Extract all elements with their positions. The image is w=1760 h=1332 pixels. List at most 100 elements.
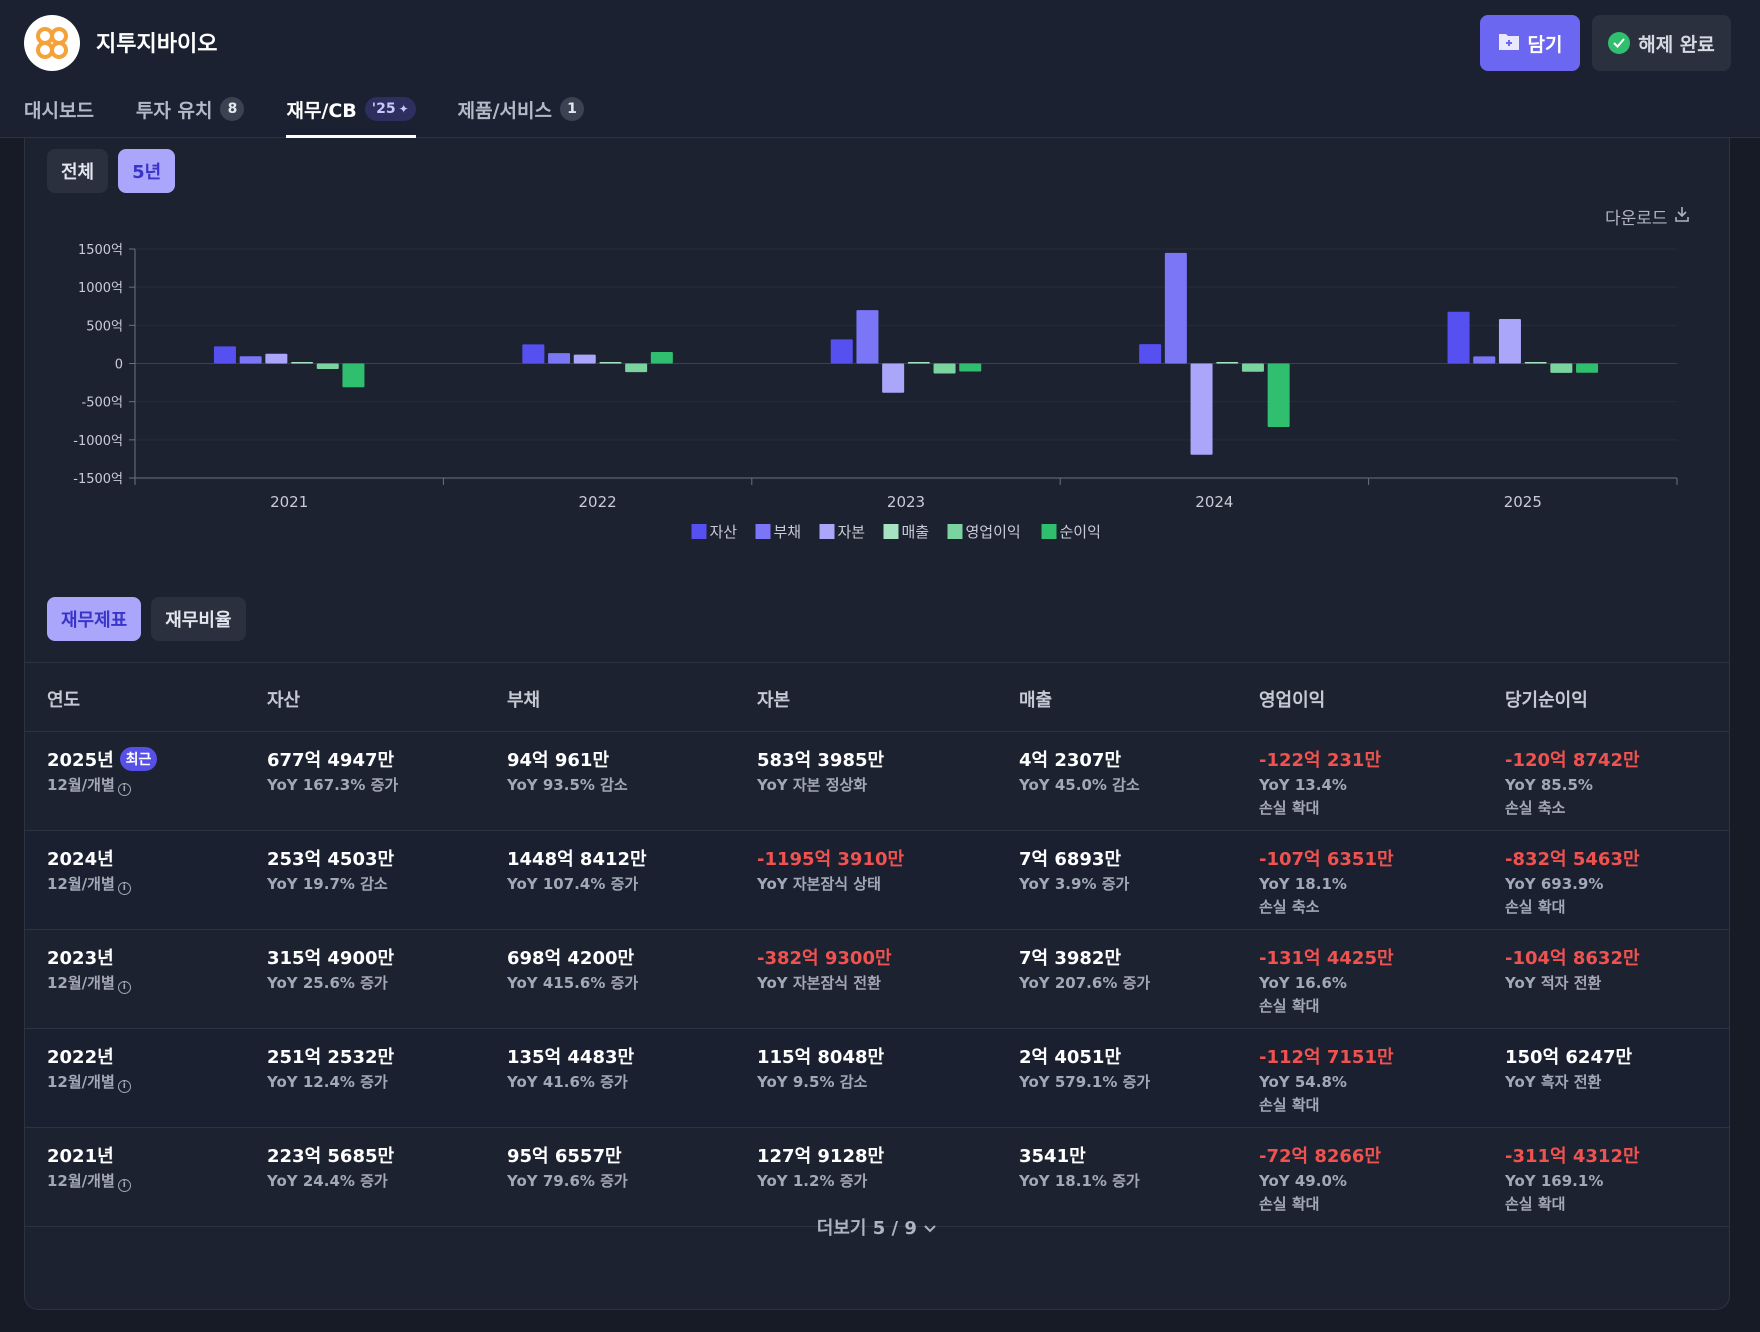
info-icon[interactable]: i xyxy=(117,981,131,994)
info-icon[interactable]: i xyxy=(117,1080,131,1093)
period-all-button[interactable]: 전체 xyxy=(47,149,109,193)
operating-profit-cell: -112억 7151만 YoY 54.8% 손실 확대 xyxy=(1259,1043,1394,1115)
table-body: 2025년 최근 12월/개별 i 677억 4947만 YoY 167.3% 증가 94억… xyxy=(25,732,1729,1227)
tab-label: 제품/서비스 xyxy=(457,100,552,122)
debt-text: 1448억 8412만 xyxy=(507,849,647,870)
info-icon[interactable]: i xyxy=(117,882,131,895)
operating-profit-cell: -122억 231만 YoY 13.4% 손실 확대 xyxy=(1259,746,1381,818)
sparkle-icon: ✦ xyxy=(398,102,409,116)
operating-profit-text: -107억 6351만 xyxy=(1259,849,1394,870)
debt-text: 95억 6557만 xyxy=(507,1146,622,1167)
debt-yoy: YoY 93.5% 감소 xyxy=(507,776,628,794)
header-operating-profit: 영업이익 xyxy=(1259,690,1326,711)
tab-label: 투자 유치 xyxy=(135,100,213,122)
bookmark-label: 담기 xyxy=(1527,33,1563,56)
asset-text: 253억 4503만 xyxy=(267,849,395,870)
table-row: 2022년 12월/개별 i 251억 2532만 YoY 12.4% 증가 135억 4… xyxy=(25,1029,1729,1128)
x-tick-label: 2025 xyxy=(1504,493,1542,511)
download-button[interactable]: 다운로드 xyxy=(1605,204,1690,229)
net-income-cell: -832억 5463만 YoY 693.9% 손실 확대 xyxy=(1505,845,1640,917)
revenue-cell: 2억 4051만 YoY 579.1% 증가 xyxy=(1019,1043,1150,1092)
operating-profit-value: -107억 6351만 xyxy=(1259,845,1394,871)
revenue-text: 7억 3982만 xyxy=(1019,948,1122,969)
legend-swatch xyxy=(755,524,771,539)
info-icon[interactable]: i xyxy=(117,783,131,796)
operating-profit-cell: -131억 4425만 YoY 16.6% 손실 확대 xyxy=(1259,944,1394,1016)
bar-부채 xyxy=(1473,356,1496,364)
year-cell: 2023년 12월/개별 i xyxy=(47,944,131,994)
debt-cell: 698억 4200만 YoY 415.6% 증가 xyxy=(507,944,638,993)
net-income-yoy: YoY 169.1% xyxy=(1505,1172,1604,1190)
tab-dashboard[interactable]: 대시보드 xyxy=(24,96,94,138)
table-row: 2021년 12월/개별 i 223억 5685만 YoY 24.4% 증가 95억 65… xyxy=(25,1128,1729,1227)
year-cell: 2022년 12월/개별 i xyxy=(47,1043,131,1093)
statements-button[interactable]: 재무제표 xyxy=(47,597,142,641)
period-5y-button[interactable]: 5년 xyxy=(118,149,176,193)
year-text: 2021년 xyxy=(47,1146,114,1167)
revenue-value: 3541만 xyxy=(1019,1142,1140,1168)
bar-매출 xyxy=(291,362,314,364)
legend-label: 자본 xyxy=(838,523,866,541)
equity-yoy: YoY 1.2% 증가 xyxy=(757,1172,868,1190)
bar-자본 xyxy=(265,353,288,364)
tab-label: 재무/CB xyxy=(286,100,357,122)
bar-영업이익 xyxy=(933,363,956,374)
header-asset: 자산 xyxy=(267,690,301,711)
load-more-button[interactable]: 더보기 5 / 9 xyxy=(25,1214,1729,1240)
download-icon xyxy=(1674,206,1690,227)
operating-profit-value: -112억 7151만 xyxy=(1259,1043,1394,1069)
year-text: 2024년 xyxy=(47,849,114,870)
release-button[interactable]: 해제 완료 xyxy=(1592,15,1731,71)
finance-chart: 1500억 1000억 500억 0 -500억 -1000억 -1500억 2021 2022… xyxy=(55,230,1715,600)
net-income-yoy: YoY 적자 전환 xyxy=(1505,974,1602,992)
bar-영업이익 xyxy=(316,363,339,370)
asset-yoy: YoY 12.4% 증가 xyxy=(267,1073,388,1091)
equity-cell: 115억 8048만 YoY 9.5% 감소 xyxy=(757,1043,884,1092)
bar-순이익 xyxy=(342,363,365,388)
revenue-yoy: YoY 207.6% 증가 xyxy=(1019,974,1151,992)
year-cell: 2025년 최근 12월/개별 i xyxy=(47,746,158,796)
equity-yoy: YoY 자본잠식 상태 xyxy=(757,875,881,893)
tab-finance[interactable]: 재무/CB '25 ✦ xyxy=(286,96,416,138)
operating-profit-value: -72억 8266만 xyxy=(1259,1142,1381,1168)
year-badge: '25 ✦ xyxy=(364,97,416,121)
tab-investment[interactable]: 투자 유치 8 xyxy=(136,96,245,138)
net-income-yoy: 손실 확대 xyxy=(1505,898,1566,916)
folder-plus-icon xyxy=(1498,31,1520,56)
app-header: 지투지바이오 담기 해제 완료 대시보드 투자 유치 8 재무/CB '25 ✦… xyxy=(0,0,1760,138)
count-badge: 1 xyxy=(559,97,584,121)
ratios-button[interactable]: 재무비율 xyxy=(151,597,246,641)
bar-매출 xyxy=(1216,362,1239,364)
net-income-yoy: YoY 흑자 전환 xyxy=(1505,1073,1602,1091)
debt-text: 135억 4483만 xyxy=(507,1047,635,1068)
tab-products[interactable]: 제품/서비스 1 xyxy=(458,96,584,138)
operating-profit-yoy: 손실 확대 xyxy=(1259,1096,1320,1114)
revenue-value: 4억 2307만 xyxy=(1019,746,1140,772)
bar-순이익 xyxy=(650,352,673,364)
equity-value: 583억 3985만 xyxy=(757,746,884,772)
info-icon[interactable]: i xyxy=(117,1179,131,1192)
legend-label: 순이익 xyxy=(1060,523,1101,541)
bar-순이익 xyxy=(1267,363,1290,428)
x-tick-label: 2024 xyxy=(1195,493,1233,511)
debt-cell: 1448억 8412만 YoY 107.4% 증가 xyxy=(507,845,647,894)
count-badge: 8 xyxy=(220,97,245,121)
debt-value: 94억 961만 xyxy=(507,746,628,772)
net-income-yoy: YoY 693.9% xyxy=(1505,875,1604,893)
asset-yoy: YoY 25.6% 증가 xyxy=(267,974,388,992)
net-income-value: 150억 6247만 xyxy=(1505,1043,1632,1069)
y-tick-label: 0 xyxy=(115,358,123,373)
bar-영업이익 xyxy=(1550,363,1573,373)
company-name: 지투지바이오 xyxy=(96,32,218,57)
bookmark-button[interactable]: 담기 xyxy=(1480,15,1580,71)
legend-swatch xyxy=(691,524,707,539)
chevron-down-icon xyxy=(923,1218,937,1239)
revenue-yoy: YoY 18.1% 증가 xyxy=(1019,1172,1140,1190)
asset-text: 677억 4947만 xyxy=(267,750,395,771)
header-revenue: 매출 xyxy=(1019,690,1053,711)
debt-cell: 95억 6557만 YoY 79.6% 증가 xyxy=(507,1142,628,1191)
revenue-yoy: YoY 45.0% 감소 xyxy=(1019,776,1140,794)
equity-value: 127억 9128만 xyxy=(757,1142,884,1168)
bar-부채 xyxy=(856,310,879,364)
asset-text: 251억 2532만 xyxy=(267,1047,395,1068)
